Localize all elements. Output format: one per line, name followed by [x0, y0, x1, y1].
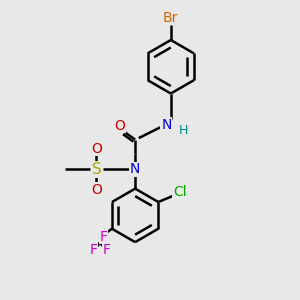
Text: N: N [161, 118, 172, 132]
Text: Br: Br [163, 11, 178, 25]
Text: O: O [91, 142, 102, 155]
Text: F: F [100, 230, 108, 244]
Text: F: F [89, 244, 98, 257]
Text: O: O [114, 118, 125, 133]
Text: F: F [103, 244, 111, 257]
Text: N: N [130, 162, 140, 176]
Text: O: O [91, 183, 102, 197]
Text: H: H [178, 124, 188, 137]
Text: S: S [92, 162, 101, 177]
Text: Cl: Cl [173, 185, 187, 199]
